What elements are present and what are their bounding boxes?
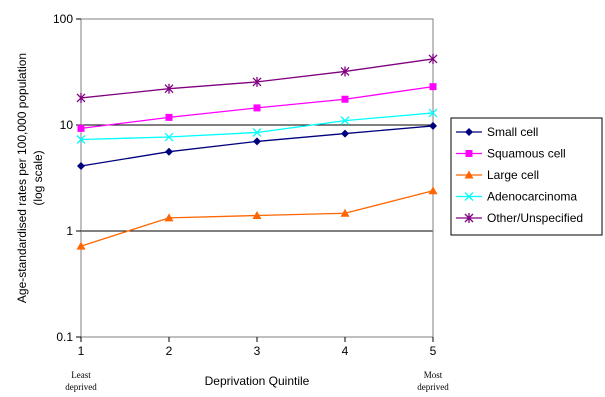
point-4-0 — [76, 92, 86, 103]
point-4-4 — [428, 53, 438, 64]
point-4-1 — [164, 83, 174, 94]
legend-label-2: Large cell — [487, 168, 539, 182]
legend-swatch-marker-4 — [464, 213, 474, 223]
point-4-3 — [340, 66, 350, 77]
y-axis: 0.1 1 10 100 — [53, 12, 81, 344]
series-4 — [76, 53, 438, 103]
y-tick-label-1: 1 — [66, 224, 73, 238]
series-1 — [77, 83, 437, 132]
legend-swatch-marker-0 — [465, 128, 473, 136]
legend: Small cell Squamous cell Large cell Adenoca… — [450, 117, 603, 236]
series-0 — [77, 121, 437, 171]
legend-label-0: Small cell — [487, 125, 538, 139]
point-2-1 — [164, 213, 174, 222]
legend-swatch-marker-2 — [464, 170, 474, 179]
x-tick-label-4: 5 — [430, 344, 437, 358]
x-axis: 1 2 3 4 5 — [78, 337, 437, 358]
point-0-2 — [253, 137, 261, 146]
legend-label-3: Adenocarcinoma — [487, 190, 577, 204]
point-3-3 — [340, 116, 350, 126]
y-tick-label-3: 100 — [53, 12, 73, 26]
point-0-3 — [341, 129, 349, 138]
point-3-4 — [428, 108, 438, 118]
point-2-4 — [428, 186, 438, 195]
legend-label-1: Squamous cell — [487, 147, 566, 161]
y-tick-label-2: 10 — [60, 118, 74, 132]
legend-item-3: Adenocarcinoma — [456, 190, 577, 204]
x-tick-label-0: 1 — [78, 344, 85, 358]
note-most-line2: deprived — [417, 382, 449, 392]
point-0-0 — [77, 162, 85, 171]
legend-item-2: Large cell — [456, 168, 539, 182]
legend-item-0: Small cell — [456, 125, 538, 139]
point-0-4 — [429, 121, 437, 130]
legend-label-4: Other/Unspecified — [487, 211, 583, 225]
y-tick-label-0: 0.1 — [56, 330, 73, 344]
y-axis-title-line2: (log scale) — [31, 150, 45, 205]
legend-swatch-marker-3 — [464, 192, 474, 201]
note-least-line1: Least — [71, 370, 91, 380]
point-2-0 — [76, 241, 86, 250]
legend-swatch-marker-1 — [465, 150, 473, 157]
point-1-1 — [165, 113, 173, 121]
x-tick-label-2: 3 — [254, 344, 261, 358]
x-tick-label-1: 2 — [166, 344, 173, 358]
x-note-most-deprived: Most deprived — [417, 370, 449, 392]
legend-item-4: Other/Unspecified — [456, 211, 583, 225]
point-2-3 — [340, 208, 350, 217]
y-axis-title-line1: Age-standardised rates per 100,000 popul… — [15, 53, 29, 303]
series-2 — [76, 186, 438, 250]
y-axis-title: Age-standardised rates per 100,000 popul… — [15, 53, 45, 303]
series-line-3 — [80, 112, 434, 141]
series-group — [76, 53, 438, 250]
point-3-0 — [76, 135, 86, 144]
point-4-2 — [252, 76, 262, 87]
x-axis-title: Deprivation Quintile — [205, 374, 310, 388]
point-1-4 — [429, 83, 437, 91]
note-least-line2: deprived — [65, 382, 97, 392]
x-note-least-deprived: Least deprived — [65, 370, 97, 392]
point-2-2 — [252, 211, 262, 220]
point-1-3 — [341, 95, 349, 103]
point-1-2 — [253, 104, 261, 112]
legend-item-1: Squamous cell — [456, 147, 566, 161]
series-3 — [76, 108, 438, 144]
legend-box — [450, 117, 603, 236]
note-most-line1: Most — [424, 370, 443, 380]
gridlines — [81, 18, 433, 232]
point-0-1 — [165, 147, 173, 156]
x-tick-label-3: 4 — [342, 344, 349, 358]
point-3-2 — [252, 128, 262, 137]
point-3-1 — [164, 132, 174, 142]
point-1-0 — [77, 124, 85, 132]
